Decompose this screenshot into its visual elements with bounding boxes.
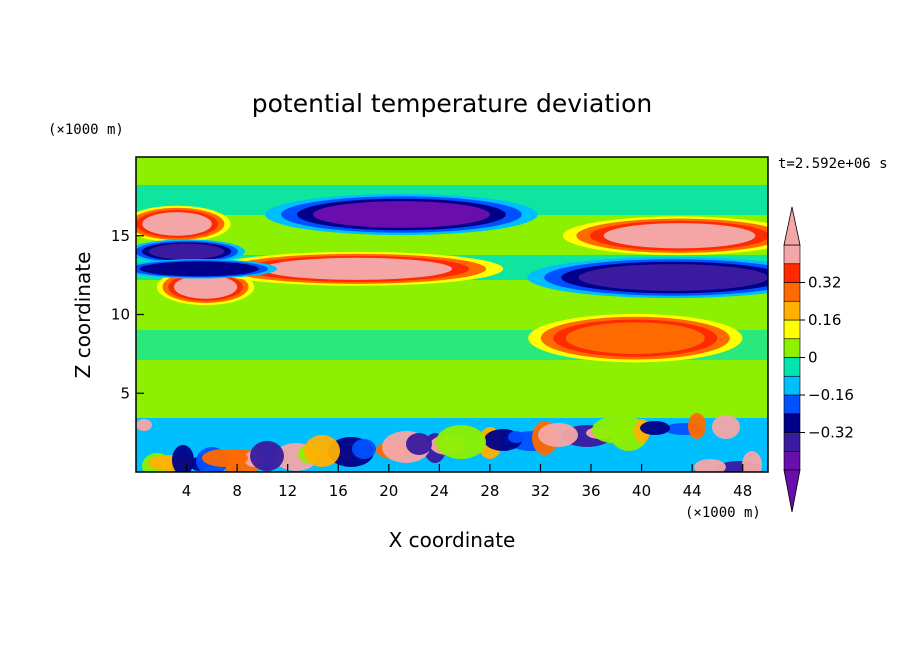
colorbar-tick-label: −0.32 bbox=[808, 424, 854, 442]
colorbar-bin bbox=[783, 375, 801, 396]
colorbar-bin bbox=[783, 394, 801, 415]
contour-region bbox=[508, 431, 524, 443]
contour-region bbox=[688, 413, 706, 439]
contour-region bbox=[742, 451, 762, 472]
contour-region bbox=[136, 419, 152, 431]
contour-region bbox=[148, 243, 225, 260]
x-tick-label: 24 bbox=[430, 482, 449, 500]
colorbar-bin bbox=[783, 432, 801, 452]
colorbar-over-arrow bbox=[783, 206, 801, 246]
colorbar-bin bbox=[783, 300, 801, 321]
colorbar-bin bbox=[783, 338, 801, 358]
contour-region bbox=[603, 223, 756, 249]
colorbar-bin bbox=[783, 357, 801, 377]
x-axis-label: X coordinate bbox=[389, 528, 516, 552]
x-tick-label: 8 bbox=[232, 482, 242, 500]
colorbar-bin bbox=[783, 450, 801, 471]
contour-field bbox=[136, 157, 768, 472]
contour-region bbox=[694, 459, 726, 472]
colorbar-tick-label: −0.16 bbox=[808, 386, 854, 404]
colorbar-tick-label: 0.16 bbox=[808, 311, 841, 329]
colorbar-bin bbox=[783, 263, 801, 283]
contour-region bbox=[142, 212, 212, 236]
colorbar-tick-label: 0.32 bbox=[808, 274, 841, 292]
contour-region bbox=[592, 417, 634, 443]
x-tick-label: 16 bbox=[329, 482, 348, 500]
y-tick-label: 15 bbox=[111, 227, 130, 245]
contour-region bbox=[538, 423, 578, 447]
colorbar-bin bbox=[783, 244, 801, 265]
chart-title: potential temperature deviation bbox=[252, 89, 652, 118]
contour-region bbox=[173, 275, 238, 299]
colorbar-tick-label: 0 bbox=[808, 349, 818, 367]
contour-region bbox=[578, 264, 768, 291]
contour-region bbox=[202, 449, 248, 467]
contour-region bbox=[640, 421, 670, 435]
x-tick-label: 28 bbox=[480, 482, 499, 500]
contour-region bbox=[172, 445, 194, 472]
x-tick-label: 12 bbox=[278, 482, 297, 500]
colorbar-under-arrow bbox=[783, 469, 801, 513]
y-unit-label: (×1000 m) bbox=[48, 122, 124, 138]
x-axis: 4 8 12 16 20 24 28 32 36 40 44 48 bbox=[182, 464, 752, 500]
contour-region bbox=[406, 433, 432, 455]
x-tick-label: 44 bbox=[683, 482, 702, 500]
y-tick-label: 10 bbox=[111, 306, 130, 324]
contour-region bbox=[148, 262, 250, 276]
y-axis-label: Z coordinate bbox=[71, 252, 95, 379]
x-tick-label: 40 bbox=[632, 482, 651, 500]
contour-region bbox=[436, 425, 486, 459]
colorbar-bin bbox=[783, 282, 801, 302]
contour-region bbox=[250, 441, 284, 471]
contour-region bbox=[352, 439, 376, 459]
x-tick-label: 48 bbox=[733, 482, 752, 500]
colorbar-bin bbox=[783, 413, 801, 433]
y-axis: 5 10 15 bbox=[111, 227, 144, 402]
contour-region bbox=[312, 201, 490, 228]
contour-region bbox=[304, 435, 340, 467]
contour-region bbox=[565, 322, 705, 354]
x-unit-label: (×1000 m) bbox=[685, 505, 761, 521]
contour-region bbox=[262, 257, 453, 280]
y-tick-label: 5 bbox=[120, 384, 130, 402]
x-tick-label: 36 bbox=[581, 482, 600, 500]
contour-region bbox=[712, 415, 740, 439]
x-tick-label: 32 bbox=[531, 482, 550, 500]
time-label: t=2.592e+06 s bbox=[778, 156, 888, 172]
colorbar: 0.32 0.16 0 −0.16 −0.32 bbox=[783, 206, 854, 513]
x-tick-label: 20 bbox=[379, 482, 398, 500]
x-tick-label: 4 bbox=[182, 482, 192, 500]
colorbar-bin bbox=[783, 319, 801, 340]
